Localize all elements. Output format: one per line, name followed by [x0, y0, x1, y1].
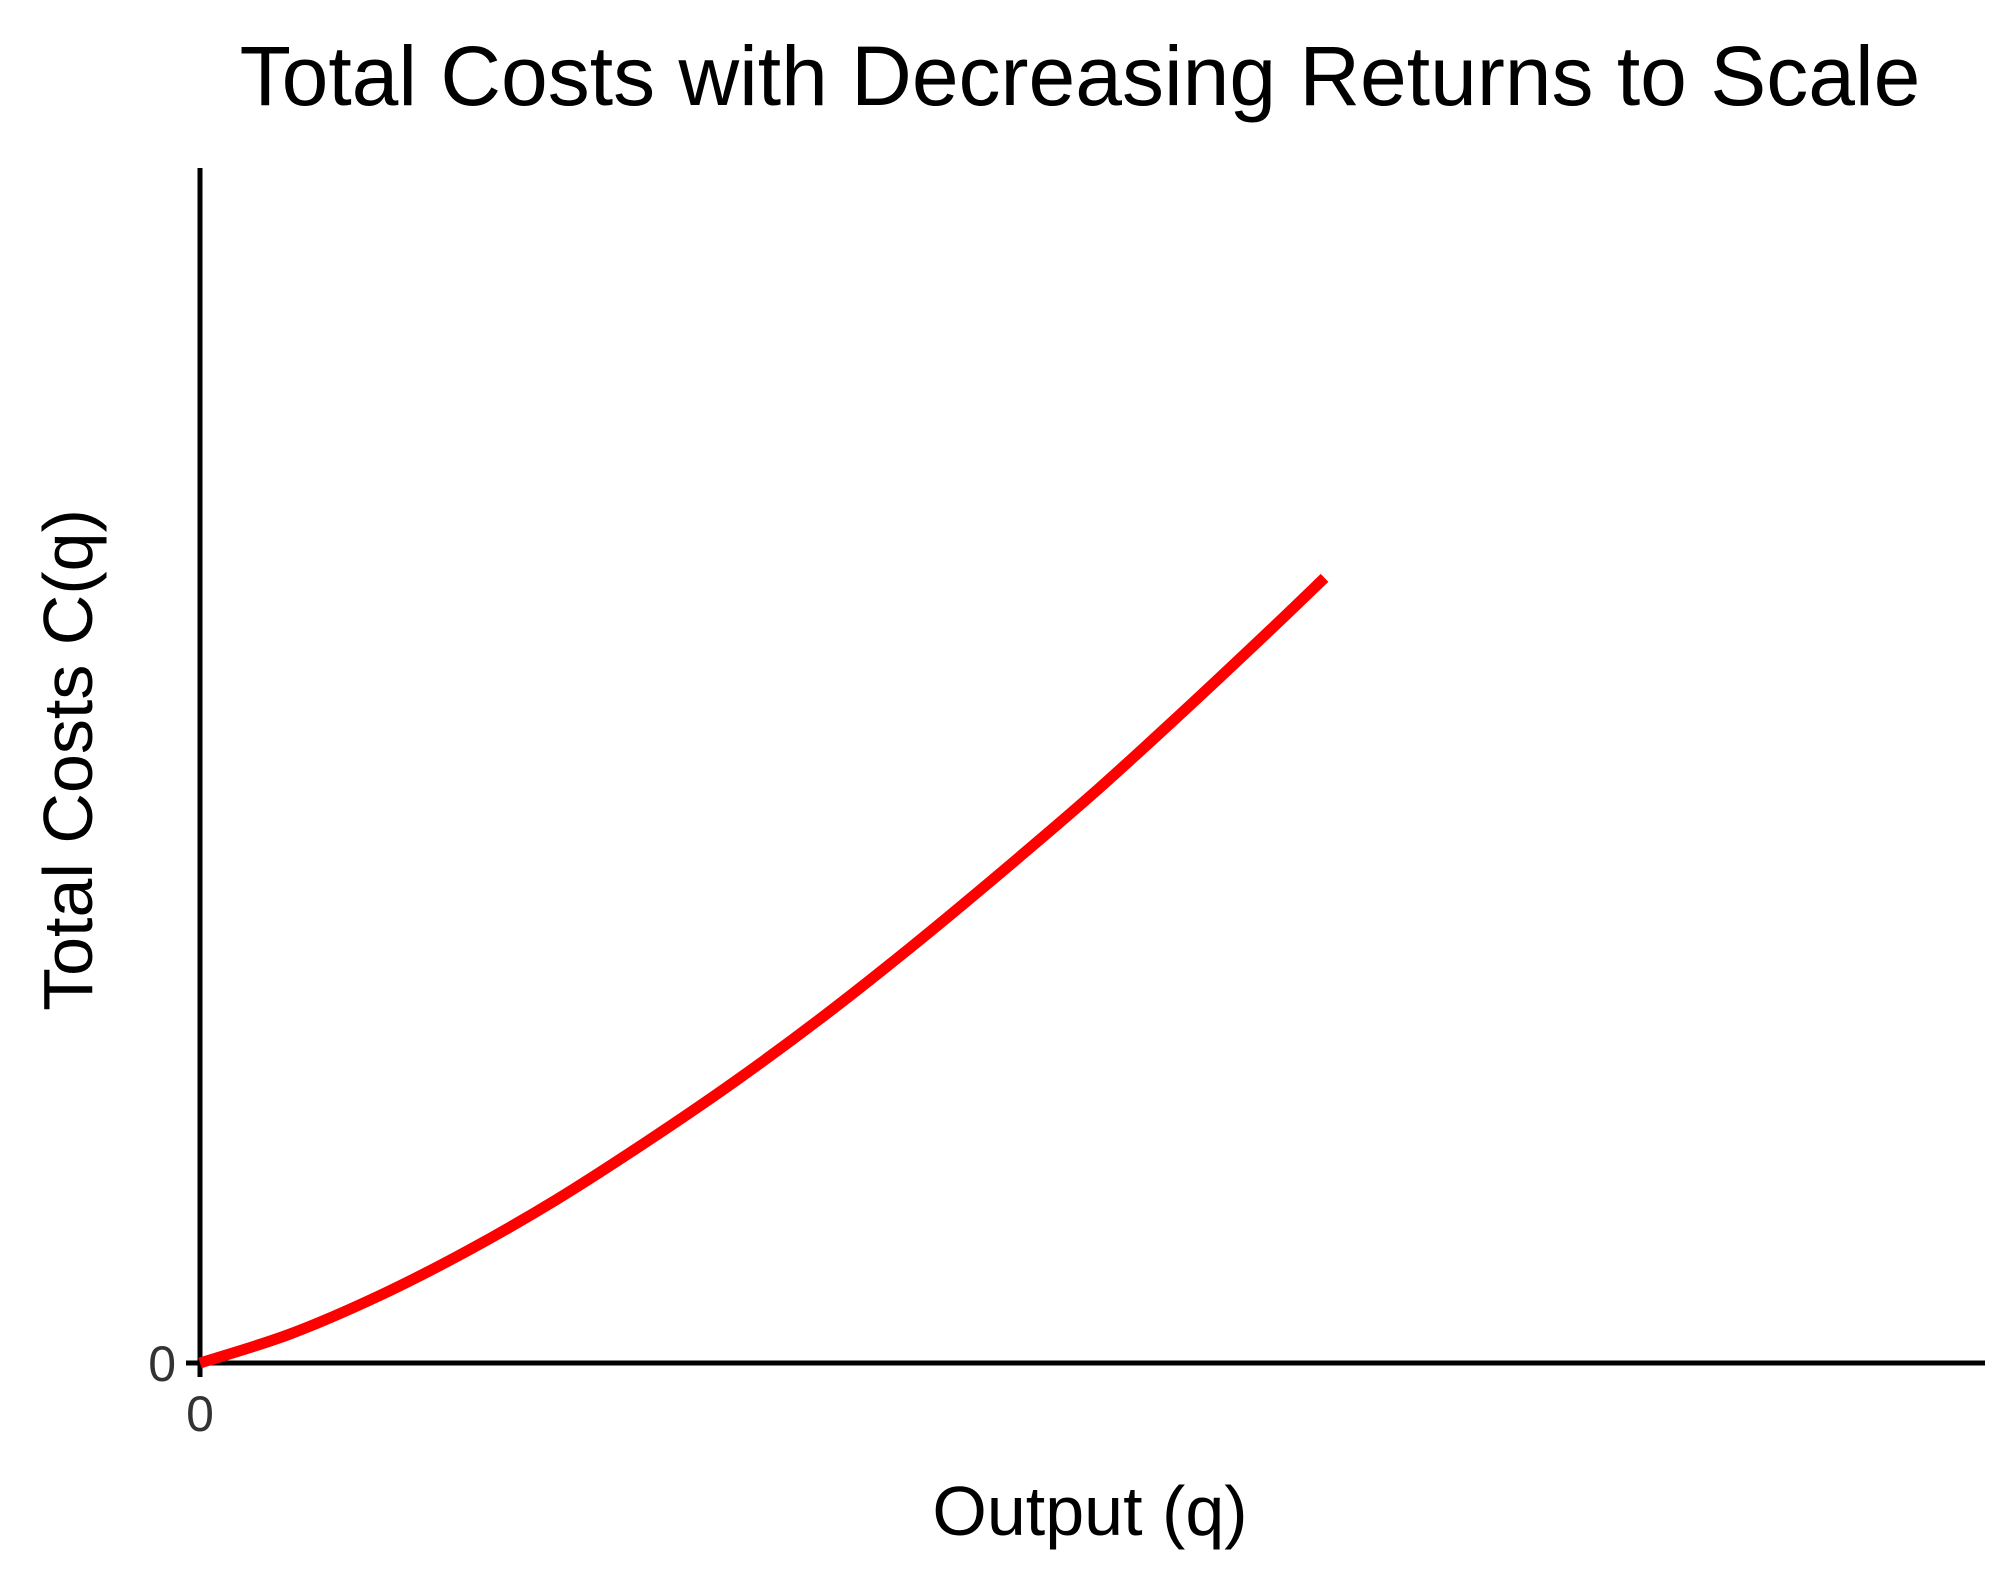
- ticks: 00: [148, 1336, 214, 1442]
- chart-title: Total Costs with Decreasing Returns to S…: [240, 29, 1921, 123]
- y-axis-label: Total Costs C(q): [29, 509, 107, 1011]
- x-tick-label: 0: [186, 1386, 214, 1442]
- x-axis-label: Output (q): [932, 1472, 1247, 1550]
- total-cost-curve: [198, 573, 1329, 1369]
- axes: [197, 168, 1985, 1366]
- series: [198, 573, 1329, 1369]
- y-tick-label: 0: [148, 1336, 176, 1392]
